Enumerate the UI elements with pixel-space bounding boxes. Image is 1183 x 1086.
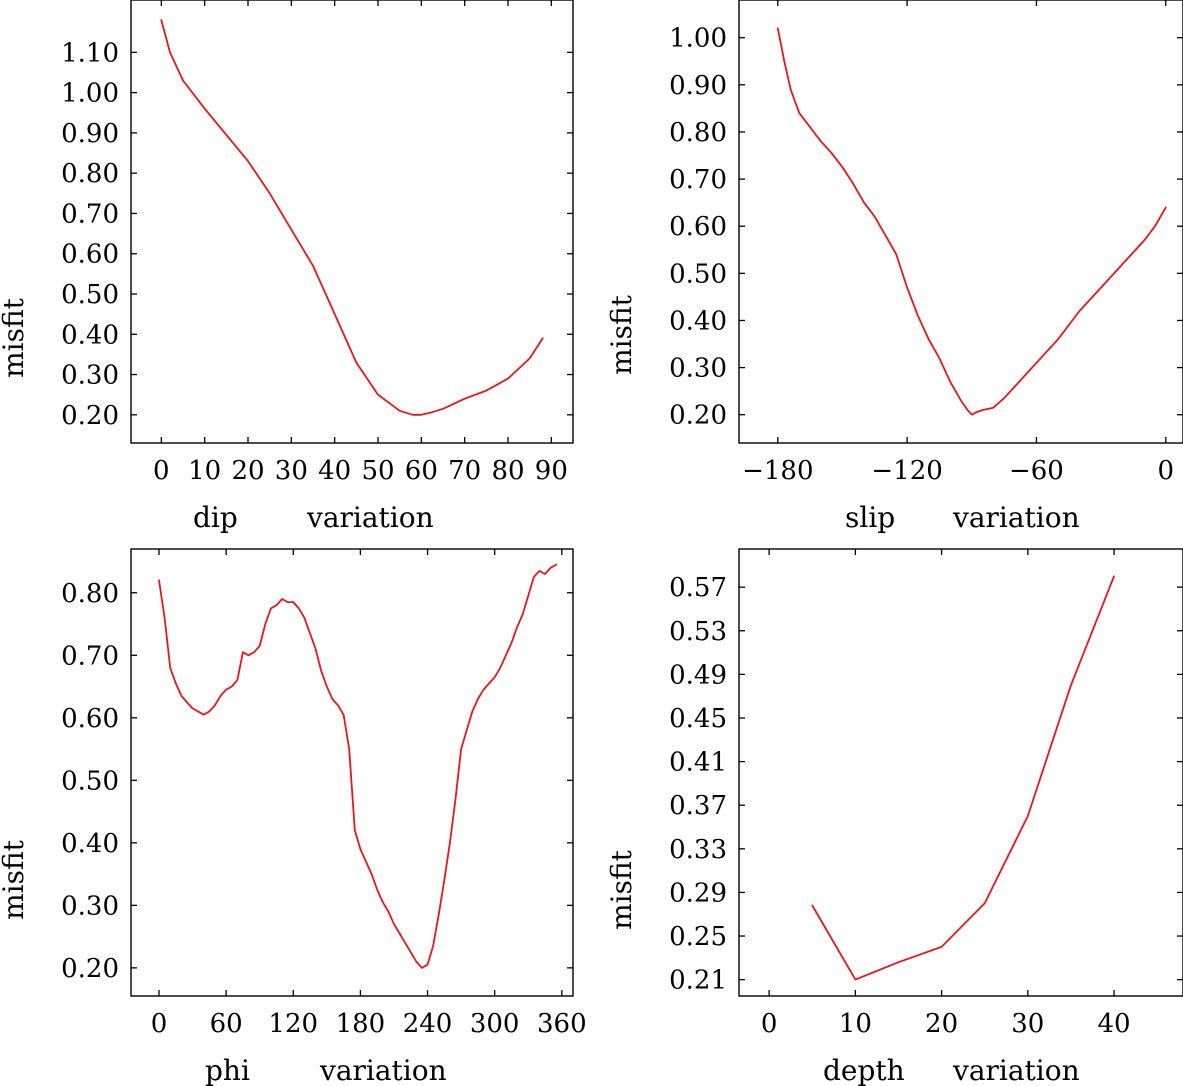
depth-ytick-label: 0.49 [669, 660, 727, 690]
slip-ytick-label: 0.50 [669, 259, 727, 289]
slip-ytick-label: 0.80 [669, 118, 727, 148]
phi-xtick-label: 180 [336, 1009, 386, 1039]
phi-plot-frame [130, 548, 574, 997]
slip-ytick-label: 0.60 [669, 212, 727, 242]
dip-ytick-label: 0.20 [61, 401, 119, 431]
phi-ytick-label: 0.80 [61, 579, 119, 609]
dip-ylabel: misfit [0, 297, 30, 378]
slip-ylabel: misfit [605, 294, 638, 375]
phi-ytick-label: 0.50 [61, 766, 119, 796]
slip-xtick-label: 0 [1157, 456, 1174, 486]
slip-ytick-label: 0.40 [669, 306, 727, 336]
dip-xtick-label: 40 [318, 456, 351, 486]
dip-xtick-label: 60 [405, 456, 438, 486]
phi-xtick-label: 120 [268, 1009, 318, 1039]
slip-ytick-label: 0.70 [669, 165, 727, 195]
slip-xlabel-variation: variation [952, 501, 1080, 534]
slip-ytick-label: 0.30 [669, 354, 727, 384]
dip-xtick-label: 20 [231, 456, 264, 486]
phi-ytick-label: 0.20 [61, 954, 119, 984]
depth-ytick-label: 0.57 [669, 573, 727, 603]
dip-ytick-label: 0.40 [61, 320, 119, 350]
dip-xlabel-name: dip [193, 501, 238, 534]
depth-variation-panel: 0 10 20 30 40 0.21 0.25 0.29 0.33 0.37 0.41 0.45 0.4… [605, 548, 1183, 1086]
dip-ytick-label: 0.60 [61, 240, 119, 270]
depth-xlabel-variation: variation [952, 1054, 1080, 1086]
dip-ytick-label: 0.30 [61, 361, 119, 391]
depth-ytick-label: 0.25 [669, 922, 727, 952]
dip-xlabel-variation: variation [306, 501, 434, 534]
dip-xtick-label: 90 [535, 456, 568, 486]
slip-ytick-label: 0.90 [669, 71, 727, 101]
depth-xtick-label: 10 [839, 1009, 872, 1039]
dip-misfit-line [160, 19, 544, 416]
dip-ytick-label: 1.00 [61, 79, 119, 109]
slip-plot-frame [738, 0, 1183, 444]
phi-xlabel-name: phi [205, 1054, 250, 1086]
phi-variation-panel: 0 60 120 180 240 300 360 0.20 0.30 0.40 0.50 0.60 0.… [0, 548, 587, 1086]
phi-xtick-label: 360 [537, 1009, 587, 1039]
phi-ytick-label: 0.40 [61, 829, 119, 859]
slip-variation-panel: −180 −120 −60 0 0.20 0.30 0.40 0.50 0.60 0.70 0.80… [605, 0, 1183, 534]
dip-ytick-label: 0.50 [61, 280, 119, 310]
phi-xlabel-variation: variation [319, 1054, 447, 1086]
dip-xtick-label: 30 [275, 456, 308, 486]
phi-ytick-label: 0.30 [61, 891, 119, 921]
depth-plot-frame [738, 548, 1183, 997]
depth-xlabel-name: depth [823, 1054, 905, 1086]
dip-xtick-label: 10 [188, 456, 221, 486]
depth-misfit-line [811, 575, 1115, 981]
slip-xlabel-name: slip [845, 501, 895, 534]
dip-xtick-label: 50 [361, 456, 394, 486]
dip-xtick-label: 80 [491, 456, 524, 486]
depth-xtick-label: 40 [1097, 1009, 1130, 1039]
slip-misfit-line [776, 27, 1167, 416]
depth-xtick-label: 20 [925, 1009, 958, 1039]
depth-ytick-label: 0.53 [669, 617, 727, 647]
slip-xtick-label: −180 [742, 456, 813, 486]
phi-xtick-label: 240 [403, 1009, 453, 1039]
slip-ytick-label: 1.00 [669, 24, 727, 54]
dip-ytick-label: 0.90 [61, 119, 119, 149]
phi-ytick-label: 0.60 [61, 704, 119, 734]
slip-xtick-label: −120 [871, 456, 942, 486]
dip-xtick-label: 0 [153, 456, 170, 486]
phi-misfit-line [158, 563, 558, 969]
phi-xtick-label: 0 [151, 1009, 168, 1039]
dip-plot-frame [130, 0, 574, 444]
slip-xtick-label: −60 [1009, 456, 1064, 486]
dip-ytick-label: 0.70 [61, 199, 119, 229]
phi-ylabel: misfit [0, 839, 30, 920]
depth-ytick-label: 0.41 [669, 748, 727, 778]
depth-ytick-label: 0.37 [669, 791, 727, 821]
dip-ytick-label: 1.10 [61, 38, 119, 68]
phi-xtick-label: 60 [210, 1009, 243, 1039]
depth-ylabel: misfit [605, 849, 638, 930]
slip-ytick-label: 0.20 [669, 401, 727, 431]
depth-xtick-label: 0 [761, 1009, 778, 1039]
dip-xtick-label: 70 [448, 456, 481, 486]
depth-ytick-label: 0.33 [669, 835, 727, 865]
depth-xtick-label: 30 [1011, 1009, 1044, 1039]
dip-ytick-label: 0.80 [61, 159, 119, 189]
dip-variation-panel: 0 10 20 30 40 50 60 70 80 90 0.20 0.30 0.40 0.50 0.60 0… [0, 0, 574, 534]
phi-ytick-label: 0.70 [61, 641, 119, 671]
depth-ytick-label: 0.45 [669, 704, 727, 734]
depth-ytick-label: 0.21 [669, 966, 727, 996]
depth-ytick-label: 0.29 [669, 878, 727, 908]
phi-xtick-label: 300 [470, 1009, 520, 1039]
